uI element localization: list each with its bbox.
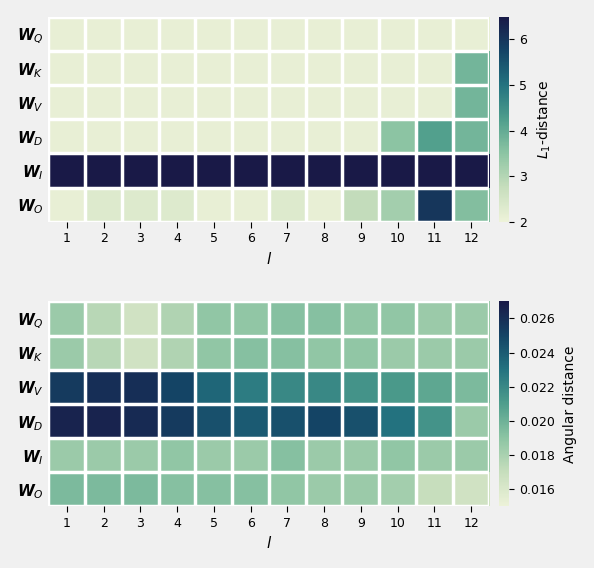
Y-axis label: Angular distance: Angular distance [563,345,577,462]
Y-axis label: $L_1$-distance: $L_1$-distance [535,80,552,159]
X-axis label: $l$: $l$ [266,535,272,552]
X-axis label: $l$: $l$ [266,250,272,266]
